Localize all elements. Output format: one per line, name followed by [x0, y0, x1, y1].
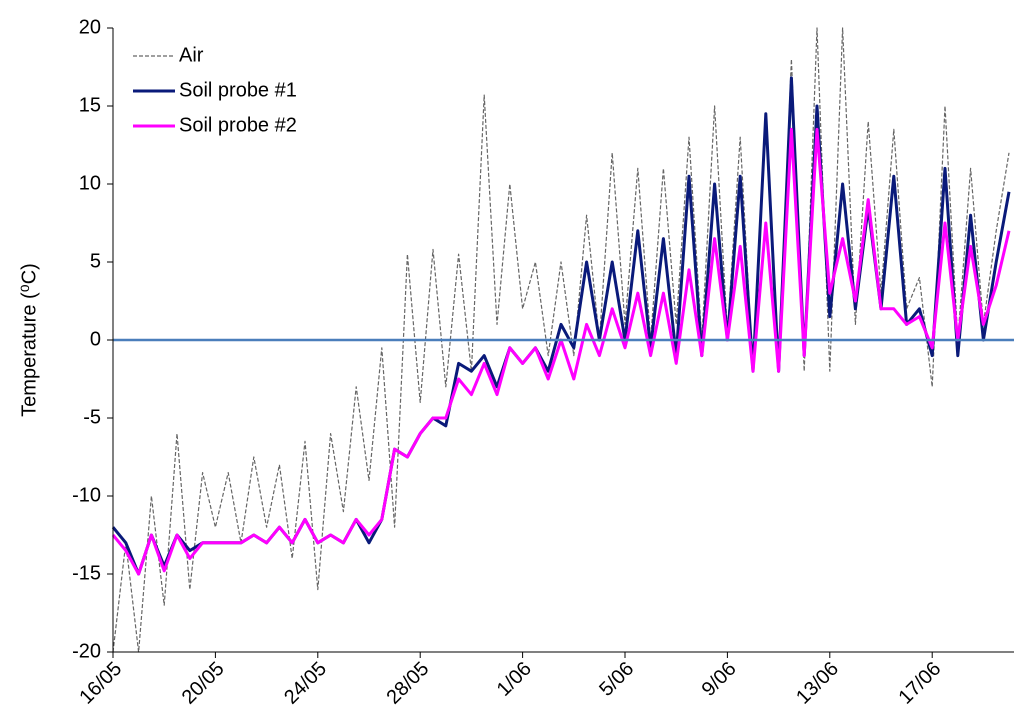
- y-tick-label: -5: [83, 406, 101, 428]
- legend-label: Air: [179, 44, 204, 66]
- x-tick-label: 24/05: [280, 658, 331, 709]
- x-tick-label: 28/05: [383, 658, 434, 709]
- y-axis-label: Temperature (⁰C): [18, 263, 40, 417]
- x-tick-label: 17/06: [895, 658, 946, 709]
- y-tick-label: 20: [79, 16, 101, 38]
- y-tick-label: -20: [72, 640, 101, 662]
- x-tick-label: 20/05: [178, 658, 229, 709]
- y-tick-label: 10: [79, 172, 101, 194]
- series-line: [111, 127, 1011, 576]
- x-tick-label: 5/06: [595, 658, 638, 701]
- x-tick-label: 1/06: [493, 658, 536, 701]
- x-tick-label: 16/05: [75, 658, 126, 709]
- legend-label: Soil probe #1: [179, 79, 297, 101]
- x-tick-label: 9/06: [698, 658, 741, 701]
- y-tick-label: -10: [72, 484, 101, 506]
- y-tick-label: 0: [90, 328, 101, 350]
- y-tick-label: 15: [79, 94, 101, 116]
- legend-label: Soil probe #2: [179, 114, 297, 136]
- x-tick-label: 13/06: [792, 658, 843, 709]
- y-tick-label: -15: [72, 562, 101, 584]
- y-tick-label: 5: [90, 250, 101, 272]
